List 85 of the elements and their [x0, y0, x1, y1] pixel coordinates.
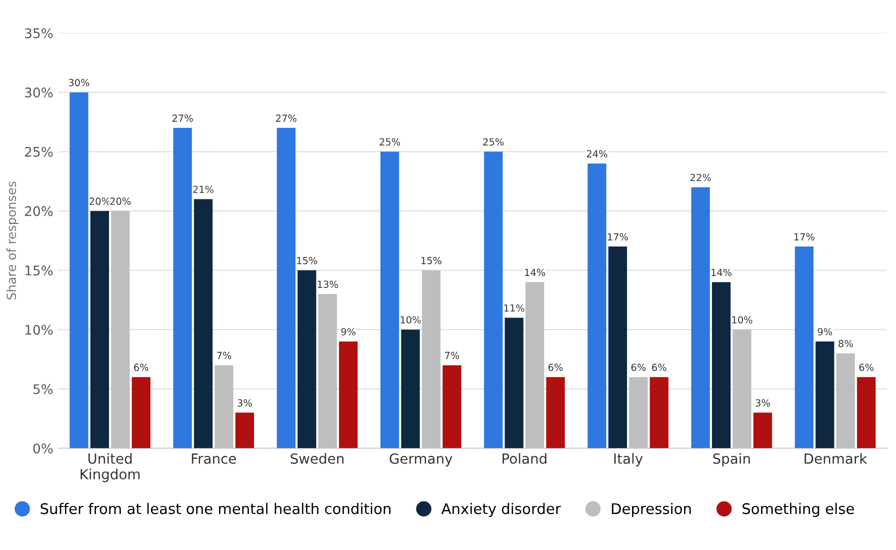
data-label: 7%: [217, 352, 232, 360]
bar: [214, 365, 234, 448]
bar: [318, 294, 337, 448]
y-tick-label: 20%: [25, 206, 53, 216]
legend-label: Something else: [742, 502, 854, 518]
bar: [608, 246, 628, 448]
data-label: 10%: [400, 316, 421, 324]
x-tick-label: Germany: [390, 453, 452, 467]
data-label: 6%: [631, 364, 646, 372]
y-tick-label: 35%: [25, 28, 53, 38]
bar: [380, 152, 400, 448]
data-label: 11%: [504, 304, 524, 312]
data-label: 30%: [68, 78, 90, 86]
legend-label: Depression: [612, 502, 691, 518]
data-label: 6%: [652, 364, 666, 372]
data-label: 20%: [90, 198, 110, 205]
data-label: 6%: [548, 364, 563, 372]
bar: [484, 152, 503, 448]
bar: [442, 365, 462, 448]
bar: [422, 270, 441, 448]
bar: [173, 128, 192, 448]
data-label: 22%: [690, 174, 711, 182]
y-tick-label: 10%: [26, 324, 53, 335]
data-label: 6%: [859, 364, 874, 372]
y-axis-title: Share of responses: [6, 182, 18, 300]
data-label: 17%: [608, 233, 628, 241]
bar: [588, 164, 606, 448]
bar: [338, 341, 358, 448]
data-label: 9%: [818, 328, 832, 336]
y-tick-label: 5%: [33, 384, 53, 394]
data-label: 15%: [421, 256, 442, 264]
y-tick-label: 0%: [33, 443, 53, 454]
y-tick-label: 25%: [25, 146, 53, 157]
bar: [111, 210, 130, 448]
data-label: 27%: [276, 114, 296, 122]
bar: [650, 377, 668, 448]
legend-label: Anxiety disorder: [441, 502, 561, 518]
data-label: 24%: [586, 150, 608, 158]
x-tick-label: Italy: [614, 453, 643, 467]
data-label: 14%: [712, 268, 732, 276]
bar: [194, 199, 213, 448]
data-label: 13%: [318, 280, 338, 288]
data-label: 3%: [238, 399, 252, 407]
bar: [401, 330, 420, 448]
data-label: 10%: [732, 316, 752, 324]
y-tick-label: 30%: [25, 88, 53, 98]
x-tick-label: Poland: [502, 453, 546, 464]
bar: [732, 330, 752, 448]
bar: [276, 128, 296, 448]
x-tick-label: France: [192, 454, 236, 464]
data-label: 14%: [525, 268, 546, 276]
bar: [504, 318, 524, 448]
bar: [525, 282, 544, 448]
bar: [794, 246, 814, 448]
data-label: 25%: [380, 138, 400, 146]
bar: [90, 210, 110, 448]
bar: [856, 377, 876, 448]
data-label: 25%: [483, 138, 504, 146]
bar: [546, 377, 565, 448]
bar: [629, 377, 648, 448]
data-label: 27%: [172, 114, 193, 122]
data-label: 20%: [110, 198, 131, 205]
data-label: 3%: [756, 399, 770, 407]
data-label: 6%: [134, 364, 148, 372]
x-tick-label: Sweden: [290, 453, 344, 464]
data-label: 15%: [297, 256, 318, 264]
x-tick-label: Denmark: [804, 453, 868, 464]
x-tick-label: United Kingdom: [80, 453, 140, 482]
data-label: 17%: [794, 233, 814, 241]
bar: [753, 412, 772, 448]
y-tick-label: 15%: [26, 266, 53, 276]
bar: [836, 353, 855, 448]
bar: [691, 187, 710, 448]
data-label: 21%: [193, 186, 214, 194]
data-label: 9%: [341, 328, 356, 336]
bar: [70, 92, 88, 448]
bar: [712, 282, 731, 448]
data-label: 7%: [445, 352, 460, 360]
bar: [132, 377, 150, 448]
bar: [298, 270, 316, 448]
data-label: 8%: [838, 340, 853, 348]
bar: [816, 341, 834, 448]
x-tick-label: Spain: [713, 453, 750, 467]
legend-label: Suffer from at least one mental health condition: [40, 502, 390, 514]
bar: [235, 412, 254, 448]
